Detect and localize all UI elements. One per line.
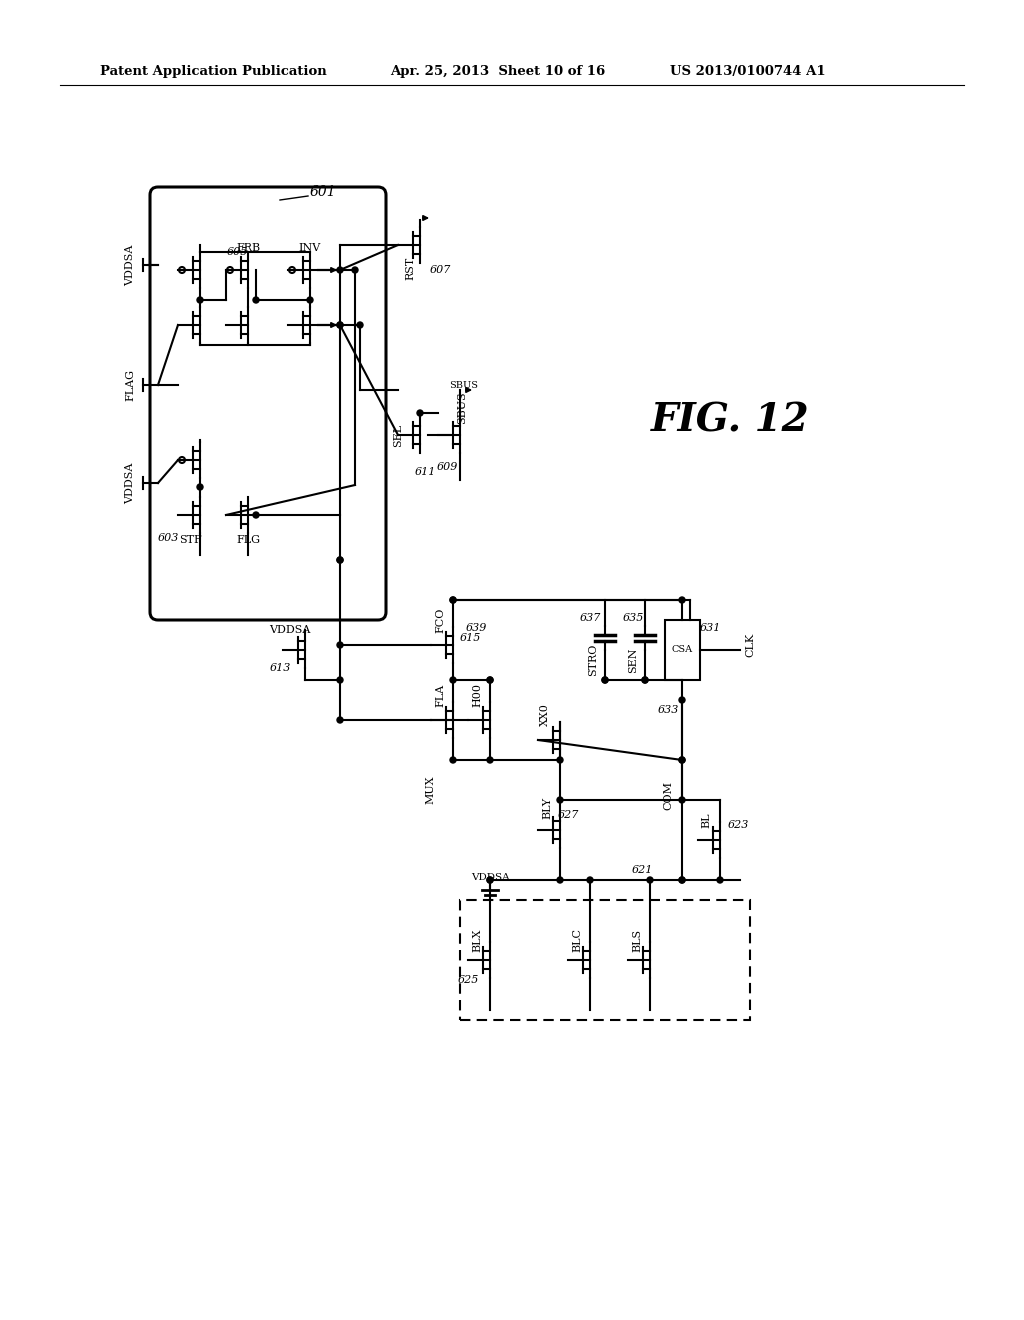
Circle shape (352, 267, 358, 273)
Circle shape (679, 756, 685, 763)
Text: US 2013/0100744 A1: US 2013/0100744 A1 (670, 66, 825, 78)
Text: 607: 607 (429, 265, 451, 275)
Text: FLAG: FLAG (125, 370, 135, 401)
Text: 639: 639 (465, 623, 486, 634)
Text: BLC: BLC (572, 928, 582, 952)
Circle shape (587, 876, 593, 883)
Text: FLG: FLG (236, 535, 260, 545)
Text: BLS: BLS (632, 928, 642, 952)
Text: 605: 605 (226, 247, 248, 257)
Text: BLY: BLY (542, 797, 552, 820)
Circle shape (679, 797, 685, 803)
Bar (665, 620, 700, 680)
Circle shape (679, 597, 685, 603)
Text: CLK: CLK (745, 632, 755, 657)
Circle shape (337, 642, 343, 648)
Text: MUX: MUX (425, 776, 435, 804)
Text: INV: INV (299, 243, 322, 253)
Circle shape (557, 797, 563, 803)
Text: FIG. 12: FIG. 12 (650, 401, 809, 440)
Circle shape (487, 677, 493, 682)
Circle shape (602, 677, 608, 682)
Text: 613: 613 (269, 663, 291, 673)
Circle shape (679, 697, 685, 704)
Text: 621: 621 (632, 865, 652, 875)
Text: FLA: FLA (435, 684, 445, 706)
Text: SBUS: SBUS (450, 380, 478, 389)
Circle shape (602, 677, 608, 682)
Circle shape (679, 756, 685, 763)
Text: VDDSA: VDDSA (125, 462, 135, 504)
Circle shape (487, 876, 493, 883)
Text: 637: 637 (580, 612, 601, 623)
Text: RST: RST (406, 256, 415, 280)
Circle shape (450, 597, 456, 603)
Text: 611: 611 (415, 467, 435, 477)
Text: 635: 635 (623, 612, 644, 623)
Text: 603: 603 (158, 533, 178, 543)
Text: VDDSA: VDDSA (269, 624, 310, 635)
Circle shape (337, 322, 343, 327)
Circle shape (450, 756, 456, 763)
Text: 625: 625 (458, 975, 478, 985)
Circle shape (253, 512, 259, 517)
Text: 623: 623 (727, 820, 749, 830)
Circle shape (557, 756, 563, 763)
Text: FRB: FRB (236, 243, 260, 253)
Circle shape (679, 876, 685, 883)
Circle shape (337, 557, 343, 564)
Text: BL: BL (701, 812, 711, 828)
Text: H00: H00 (472, 682, 482, 708)
Text: STRO: STRO (588, 644, 598, 676)
Circle shape (717, 876, 723, 883)
Text: XX0: XX0 (540, 704, 550, 726)
Text: SEL: SEL (393, 424, 403, 446)
Text: STF: STF (178, 535, 202, 545)
Text: SEN: SEN (628, 647, 638, 673)
Circle shape (337, 322, 343, 327)
Bar (460, 900, 750, 1020)
Circle shape (487, 677, 493, 682)
Circle shape (679, 876, 685, 883)
Text: 615: 615 (460, 634, 480, 643)
Circle shape (337, 267, 343, 273)
Circle shape (253, 297, 259, 304)
Circle shape (337, 677, 343, 682)
Circle shape (450, 597, 456, 603)
Text: 609: 609 (436, 462, 458, 473)
Text: VDDSA: VDDSA (471, 874, 509, 883)
Text: 601: 601 (310, 185, 337, 199)
Circle shape (450, 677, 456, 682)
Circle shape (642, 677, 648, 682)
Circle shape (337, 557, 343, 564)
Circle shape (557, 876, 563, 883)
Circle shape (307, 297, 313, 304)
Text: Apr. 25, 2013  Sheet 10 of 16: Apr. 25, 2013 Sheet 10 of 16 (390, 66, 605, 78)
Circle shape (337, 717, 343, 723)
Text: FCO: FCO (435, 607, 445, 632)
Circle shape (197, 297, 203, 304)
Circle shape (197, 484, 203, 490)
Text: VDDSA: VDDSA (125, 244, 135, 285)
Text: BLX: BLX (472, 928, 482, 952)
Circle shape (487, 876, 493, 883)
Text: SBUS: SBUS (457, 392, 467, 424)
Text: 631: 631 (699, 623, 721, 634)
Text: CSA: CSA (672, 645, 692, 655)
Circle shape (357, 322, 362, 327)
Text: 627: 627 (557, 810, 579, 820)
Circle shape (487, 756, 493, 763)
Text: Patent Application Publication: Patent Application Publication (100, 66, 327, 78)
Text: 633: 633 (657, 705, 679, 715)
Circle shape (642, 677, 648, 682)
Circle shape (647, 876, 653, 883)
Text: COM: COM (663, 780, 673, 809)
Circle shape (417, 411, 423, 416)
